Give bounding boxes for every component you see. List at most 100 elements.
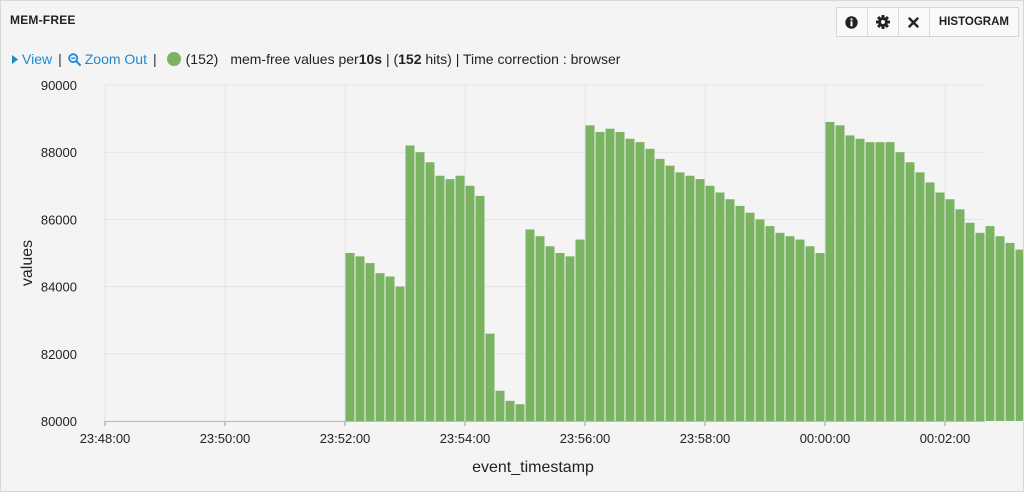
histogram-bar[interactable] <box>955 209 965 421</box>
histogram-bar[interactable] <box>595 132 605 422</box>
histogram-bar[interactable] <box>705 185 715 421</box>
histogram-bar[interactable] <box>435 175 445 421</box>
histogram-bar[interactable] <box>645 148 655 421</box>
histogram-bar[interactable] <box>585 125 595 421</box>
histogram-bar[interactable] <box>555 253 565 421</box>
histogram-bar[interactable] <box>615 132 625 422</box>
histogram-bar[interactable] <box>805 246 815 421</box>
histogram-bar[interactable] <box>525 229 535 421</box>
histogram-bar[interactable] <box>715 192 725 421</box>
close-icon <box>908 16 920 28</box>
axis-layer: 80000 82000 84000 86000 88000 90000 23:48:00 23… <box>41 78 985 446</box>
x-tick-label: 23:56:00 <box>560 431 611 446</box>
histogram-bar[interactable] <box>825 121 835 422</box>
histogram-bar[interactable] <box>735 205 745 421</box>
histogram-bar[interactable] <box>665 165 675 421</box>
histogram-bar[interactable] <box>975 232 985 421</box>
histogram-bar[interactable] <box>885 142 895 421</box>
histogram-bar[interactable] <box>655 158 665 422</box>
histogram-bar[interactable] <box>945 199 955 421</box>
histogram-bar[interactable] <box>545 246 555 421</box>
histogram-bar[interactable] <box>675 172 685 421</box>
histogram-bar[interactable] <box>835 125 845 421</box>
histogram-bar[interactable] <box>745 212 755 421</box>
histogram-bar[interactable] <box>625 138 635 421</box>
histogram-bar[interactable] <box>405 145 415 422</box>
panel-title: MEM-FREE <box>10 13 76 27</box>
histogram-bar[interactable] <box>795 239 805 421</box>
separator: | <box>58 51 62 67</box>
histogram-bar[interactable] <box>425 162 435 421</box>
info-button[interactable] <box>837 8 868 36</box>
histogram-bar[interactable] <box>815 253 825 421</box>
histogram-bar[interactable] <box>485 333 495 421</box>
histogram-bar[interactable] <box>755 219 765 421</box>
zoom-out-button[interactable]: Zoom Out <box>68 51 147 67</box>
series-description: mem-free values per <box>230 51 359 67</box>
histogram-bar[interactable] <box>845 135 855 421</box>
histogram-bar[interactable] <box>395 286 405 421</box>
histogram-bar[interactable] <box>915 172 925 421</box>
y-tick-label: 82000 <box>41 347 77 362</box>
panel-header: MEM-FREE <box>1 1 1023 41</box>
histogram-bar[interactable] <box>365 263 375 421</box>
view-toggle[interactable]: View <box>12 51 52 67</box>
histogram-bar[interactable] <box>1015 249 1024 421</box>
histogram-bar[interactable] <box>925 182 935 421</box>
gear-icon <box>875 15 890 29</box>
histogram-bar[interactable] <box>475 195 485 421</box>
histogram-bar[interactable] <box>375 273 385 421</box>
y-tick-label: 86000 <box>41 212 77 227</box>
view-label: View <box>22 51 53 67</box>
histogram-bar[interactable] <box>385 276 395 421</box>
hits-count: 152 <box>398 51 422 67</box>
x-tick-label: 00:00:00 <box>800 431 851 446</box>
close-button[interactable] <box>899 8 930 36</box>
histogram-bar[interactable] <box>905 162 915 421</box>
histogram-bar[interactable] <box>575 239 585 421</box>
histogram-bar[interactable] <box>535 236 545 421</box>
histogram-bar[interactable] <box>515 404 525 421</box>
series-count: (152) <box>185 51 219 67</box>
histogram-bar[interactable] <box>495 390 505 421</box>
histogram-bar[interactable] <box>775 232 785 421</box>
histogram-bar[interactable] <box>465 185 475 421</box>
histogram-bar[interactable] <box>785 236 795 421</box>
histogram-bar[interactable] <box>355 256 365 421</box>
caret-right-icon <box>12 54 18 64</box>
histogram-bar[interactable] <box>505 400 515 421</box>
histogram-bar[interactable] <box>935 192 945 421</box>
histogram-bar[interactable] <box>965 222 975 421</box>
histogram-bar[interactable] <box>455 175 465 421</box>
y-tick-label: 90000 <box>41 78 77 93</box>
histogram-bar[interactable] <box>415 152 425 421</box>
x-tick-label: 23:48:00 <box>80 431 131 446</box>
bar-layer <box>345 121 1024 422</box>
histogram-bar[interactable] <box>605 128 615 421</box>
histogram-bar[interactable] <box>765 226 775 421</box>
histogram-bar[interactable] <box>895 152 905 421</box>
settings-button[interactable] <box>868 8 899 36</box>
series-color-dot[interactable] <box>166 52 181 66</box>
histogram-bar[interactable] <box>635 142 645 421</box>
histogram-bar[interactable] <box>985 226 995 421</box>
y-tick-label: 88000 <box>41 145 77 160</box>
histogram-bar[interactable] <box>995 236 1005 421</box>
y-tick-label: 80000 <box>41 414 77 429</box>
histogram-bar[interactable] <box>565 256 575 421</box>
histogram-mode-button[interactable]: HISTOGRAM <box>938 16 1009 28</box>
y-axis-label: values <box>19 240 36 286</box>
histogram-bar[interactable] <box>445 179 455 421</box>
histogram-bar[interactable] <box>875 142 885 421</box>
histogram-bar[interactable] <box>685 175 695 421</box>
histogram-bar[interactable] <box>695 179 705 421</box>
histogram-bar[interactable] <box>865 142 875 421</box>
histogram-bar[interactable] <box>345 253 355 421</box>
hits-summary: hits) | Time correction : browser <box>421 51 621 67</box>
hits-open: | ( <box>382 51 399 67</box>
x-tick-label: 23:54:00 <box>440 431 491 446</box>
histogram-bar[interactable] <box>1005 242 1015 421</box>
histogram-bar[interactable] <box>725 199 735 421</box>
histogram-bar[interactable] <box>855 138 865 421</box>
